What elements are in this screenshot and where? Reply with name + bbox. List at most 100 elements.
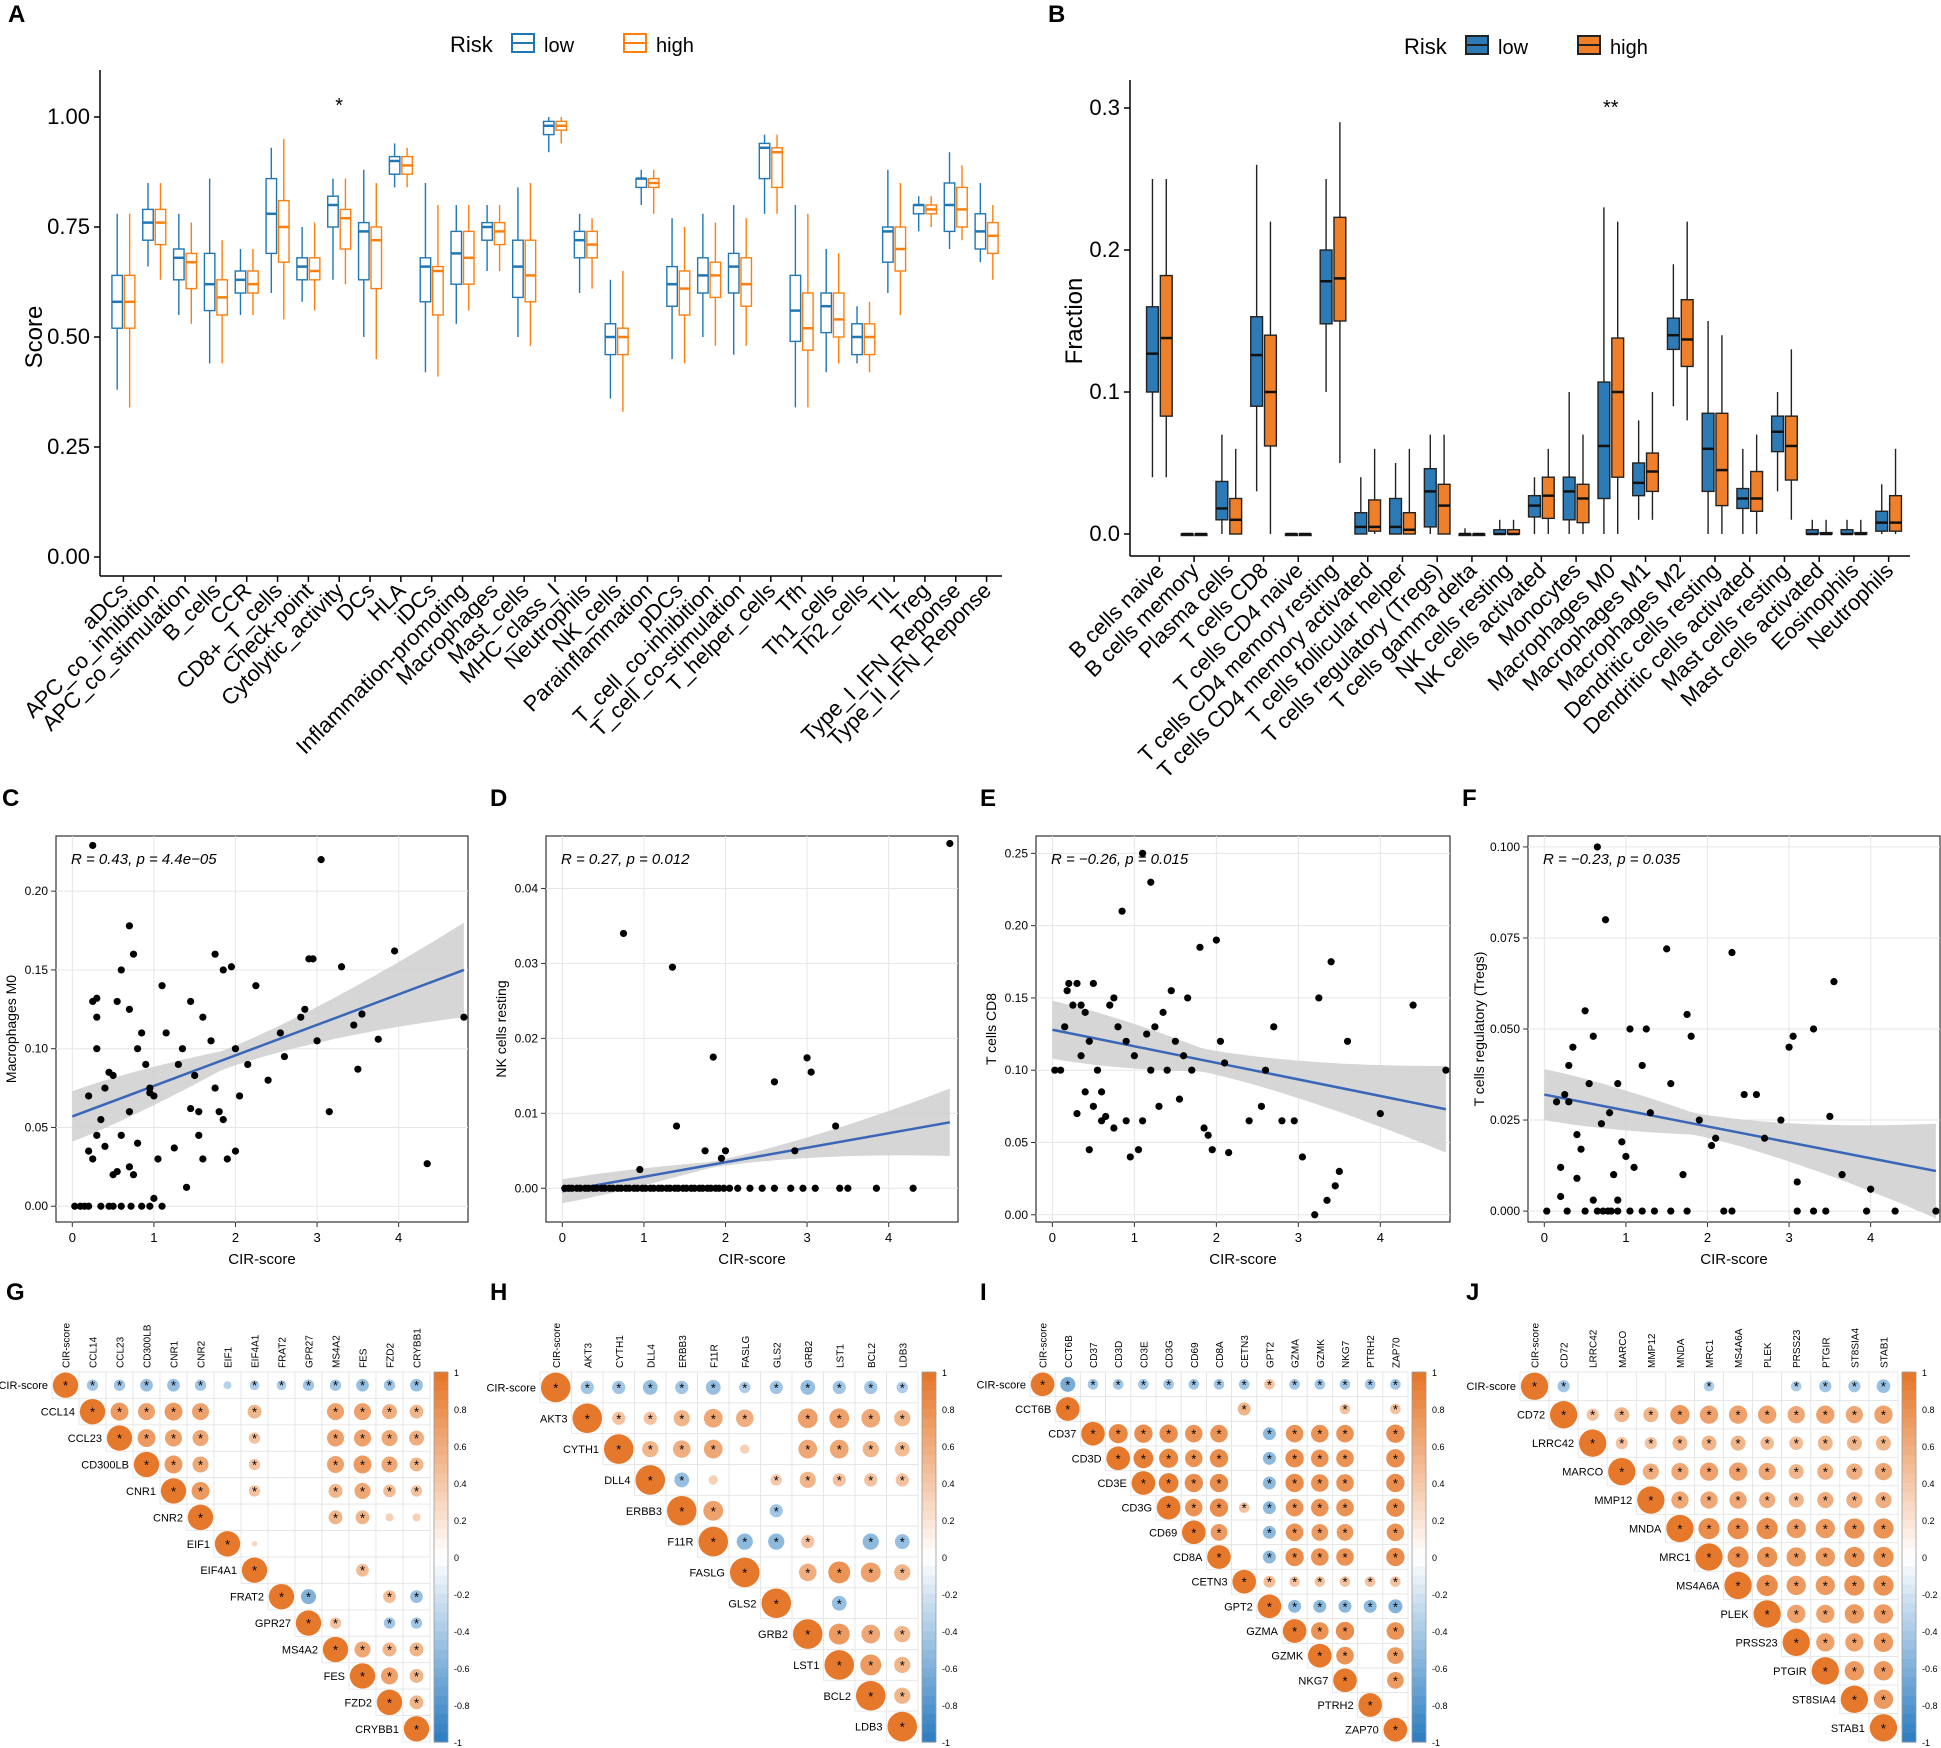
colorbar-segment (434, 1547, 448, 1558)
correlation-circle (140, 1378, 153, 1392)
colorbar-segment (1902, 1492, 1916, 1503)
box-high (1159, 274, 1173, 417)
grid-cell (1752, 1371, 1783, 1401)
correlation-circle (1386, 1498, 1405, 1517)
correlation-circle (1262, 1476, 1276, 1490)
correlation-circle (1873, 1546, 1894, 1568)
colorbar-segment (1902, 1399, 1916, 1410)
significance-star: * (1823, 1493, 1828, 1508)
x-tick-label: 3 (803, 1230, 810, 1245)
column-label: MARCO (1618, 1331, 1629, 1368)
colorbar-segment (922, 1677, 936, 1688)
significance-star: * (837, 1442, 842, 1457)
data-point (138, 1202, 146, 1210)
colorbar-tick-label: 0.6 (1922, 1442, 1935, 1452)
data-point (1826, 1112, 1834, 1120)
colorbar-segment (434, 1575, 448, 1586)
grid-cell (886, 1494, 919, 1527)
row-label: CD69 (1149, 1527, 1177, 1539)
significance-star: * (1881, 1664, 1886, 1679)
grid-cell (267, 1450, 296, 1479)
significance-star: * (774, 1535, 779, 1550)
correlation-circle (1642, 1463, 1659, 1480)
colorbar-segment (922, 1584, 936, 1595)
data-point (1585, 1080, 1593, 1088)
significance-star: * (1317, 1501, 1322, 1516)
colorbar-segment (1412, 1695, 1426, 1706)
significance-star: * (1292, 1575, 1297, 1590)
grid-cell (760, 1433, 793, 1465)
grid-cell (1306, 1371, 1333, 1398)
correlation-circle (1285, 1523, 1304, 1542)
colorbar-segment (922, 1723, 936, 1734)
significance-star: * (837, 1473, 842, 1488)
column-label: PTGIR (1821, 1337, 1832, 1368)
corrplot-H: * * * * * * * * * * * * CIR-score CIR-score * * * * * * * * * *… (486, 1323, 957, 1748)
significance-star: * (1317, 1624, 1322, 1639)
significance-star: * (711, 1535, 716, 1550)
data-point (195, 1108, 203, 1116)
colorbar-segment (434, 1455, 448, 1466)
correlation-circle (300, 1589, 317, 1605)
colorbar-tick-label: 0.2 (942, 1516, 955, 1526)
colorbar-tick-label: -0.4 (454, 1627, 470, 1637)
data-point (187, 1104, 195, 1113)
data-point (1081, 1008, 1089, 1016)
grid-cell (854, 1587, 887, 1620)
data-point (89, 1155, 97, 1163)
column-label: NKG7 (1341, 1340, 1352, 1368)
significance-star: * (868, 1535, 873, 1550)
panel-label-H: H (490, 1279, 507, 1306)
significance-star: * (1342, 1525, 1347, 1540)
data-point (1577, 1145, 1585, 1153)
box-high (1888, 494, 1903, 532)
significance-star: * (1216, 1476, 1221, 1491)
significance-star: * (1267, 1476, 1272, 1491)
colorbar-tick-label: 0.2 (1432, 1516, 1445, 1526)
x-tick-label: 0 (559, 1230, 566, 1245)
colorbar-segment (1902, 1677, 1916, 1688)
significance-star: * (387, 1669, 392, 1684)
correlation-circle (403, 1716, 430, 1742)
colorbar-segment (1902, 1446, 1916, 1456)
box-low (912, 204, 925, 215)
box-high (431, 265, 444, 316)
data-point (807, 1068, 815, 1076)
correlation-circle (1845, 1633, 1864, 1652)
data-point (215, 1108, 223, 1116)
correlation-circle (894, 1625, 911, 1643)
correlation-circle (831, 1595, 847, 1611)
grid-cell (760, 1402, 793, 1435)
data-point (1752, 1090, 1761, 1099)
correlation-circle (1188, 1379, 1200, 1390)
row-label: MRC1 (1659, 1552, 1690, 1564)
significance-star: * (387, 1378, 392, 1393)
data-point (1278, 1117, 1286, 1125)
box-high (1229, 497, 1243, 535)
colorbar-segment (1902, 1529, 1916, 1540)
data-point (1063, 987, 1071, 995)
significance-star: * (1765, 1550, 1770, 1565)
significance-star: * (117, 1378, 122, 1393)
significance-star: * (1648, 1465, 1653, 1480)
data-point (297, 1013, 305, 1021)
significance-star: * (742, 1535, 747, 1550)
significance-star: * (1706, 1550, 1711, 1565)
data-point (672, 1122, 681, 1130)
column-label: CD8A (1215, 1341, 1226, 1368)
box-low (881, 226, 894, 263)
significance-star: * (805, 1411, 810, 1426)
colorbar-segment (922, 1547, 936, 1558)
colorbar-segment (1902, 1705, 1916, 1715)
data-point (1097, 1088, 1106, 1096)
column-label: ERBB3 (678, 1335, 689, 1368)
data-point (199, 1013, 207, 1021)
colorbar-segment (434, 1677, 448, 1688)
significance-star: * (1765, 1578, 1770, 1593)
correlation-circle (380, 1667, 399, 1685)
box-high (956, 186, 968, 228)
colorbar-tick-label: -0.8 (1432, 1701, 1448, 1711)
colorbar-tick-label: -0.4 (1432, 1627, 1448, 1637)
data-point (219, 966, 227, 974)
significance-star: * (1191, 1377, 1196, 1392)
